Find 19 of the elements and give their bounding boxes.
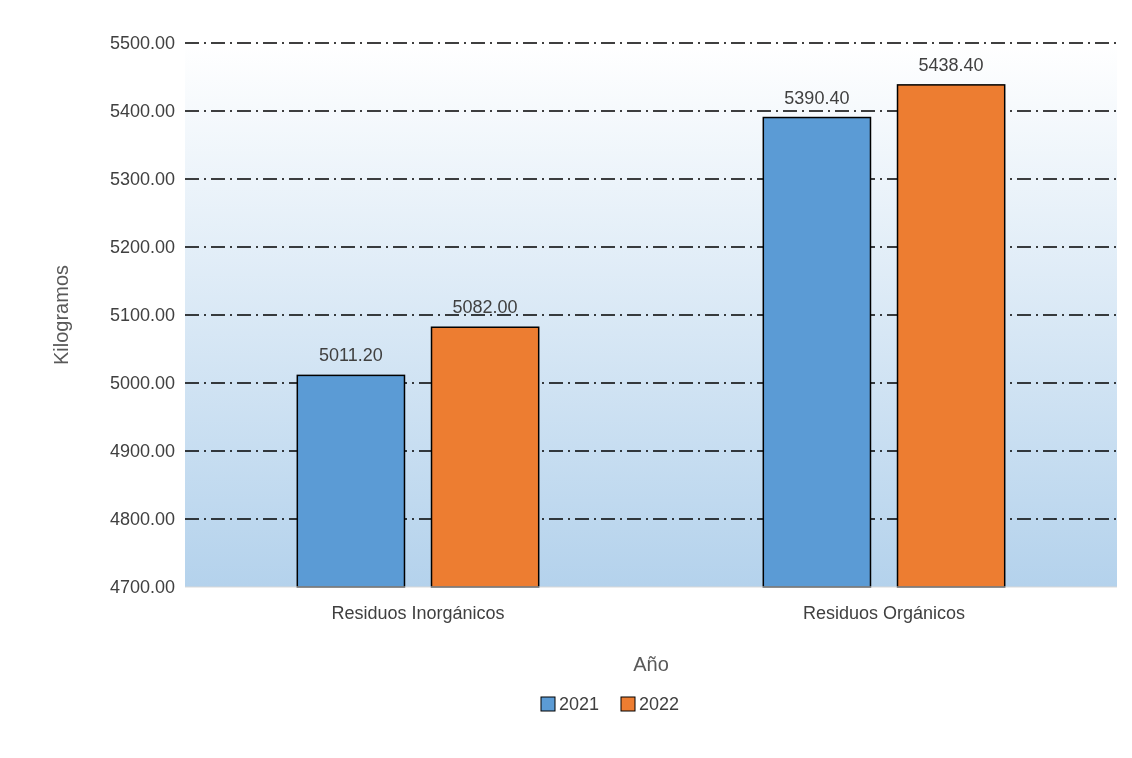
x-tick-label: Residuos Orgánicos xyxy=(802,603,966,623)
y-tick-label: 5000.00 xyxy=(109,373,175,394)
x-axis-title: Año xyxy=(633,653,669,675)
x-tick-label: Residuos Inorgánicos xyxy=(331,603,505,623)
text: 5438.40 xyxy=(918,54,984,75)
y-tick-label: 5100.00 xyxy=(109,305,175,326)
legend-label: 2021 xyxy=(559,694,600,715)
legend-label: 2022 xyxy=(639,694,680,715)
y-tick-label: 4800.00 xyxy=(109,509,175,530)
y-tick-label: 5200.00 xyxy=(109,237,175,258)
y-tick-label: 4900.00 xyxy=(109,441,175,462)
y-tick-label: 4700.00 xyxy=(109,577,175,598)
text: 5390.40 xyxy=(784,87,850,108)
text: 5011.20 xyxy=(319,345,383,366)
y-tick-label: 5300.00 xyxy=(109,169,175,190)
y-tick-label: 5400.00 xyxy=(109,101,175,122)
y-tick-label: 5500.00 xyxy=(109,33,175,54)
text: 5082.00 xyxy=(452,297,518,318)
y-axis-title: Kilogramos xyxy=(50,264,72,366)
